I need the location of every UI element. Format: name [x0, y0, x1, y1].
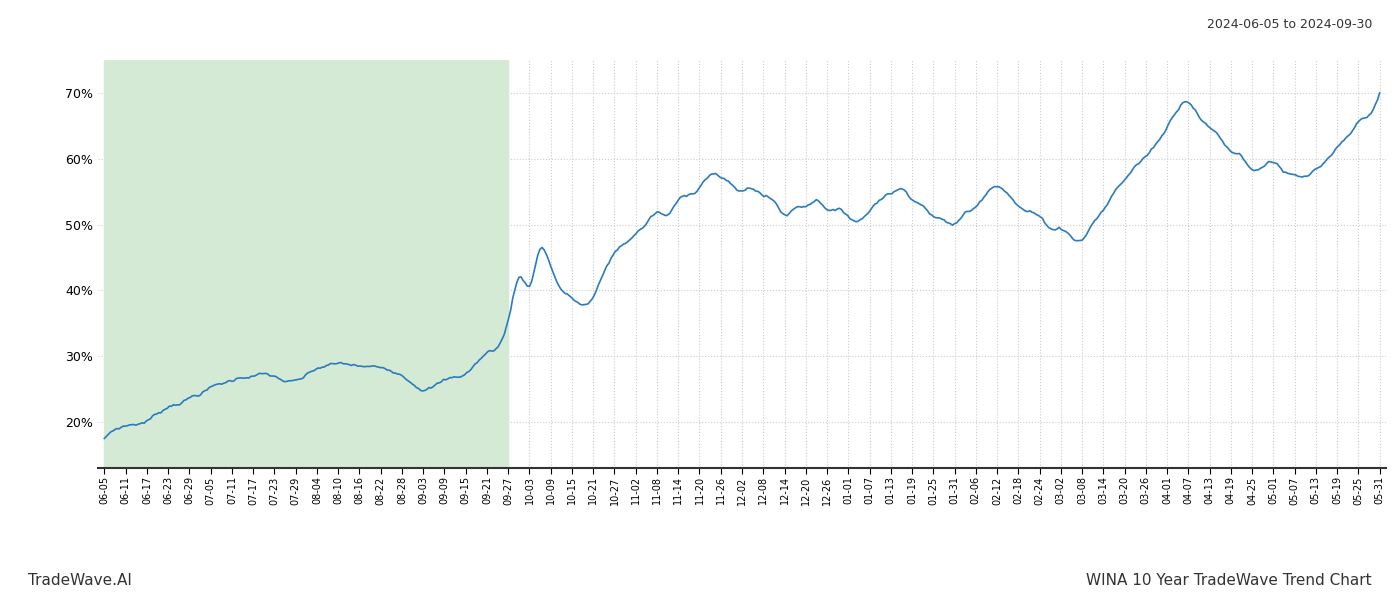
Text: WINA 10 Year TradeWave Trend Chart: WINA 10 Year TradeWave Trend Chart	[1086, 573, 1372, 588]
Bar	[105, 60, 508, 468]
Text: TradeWave.AI: TradeWave.AI	[28, 573, 132, 588]
Text: 2024-06-05 to 2024-09-30: 2024-06-05 to 2024-09-30	[1207, 18, 1372, 31]
